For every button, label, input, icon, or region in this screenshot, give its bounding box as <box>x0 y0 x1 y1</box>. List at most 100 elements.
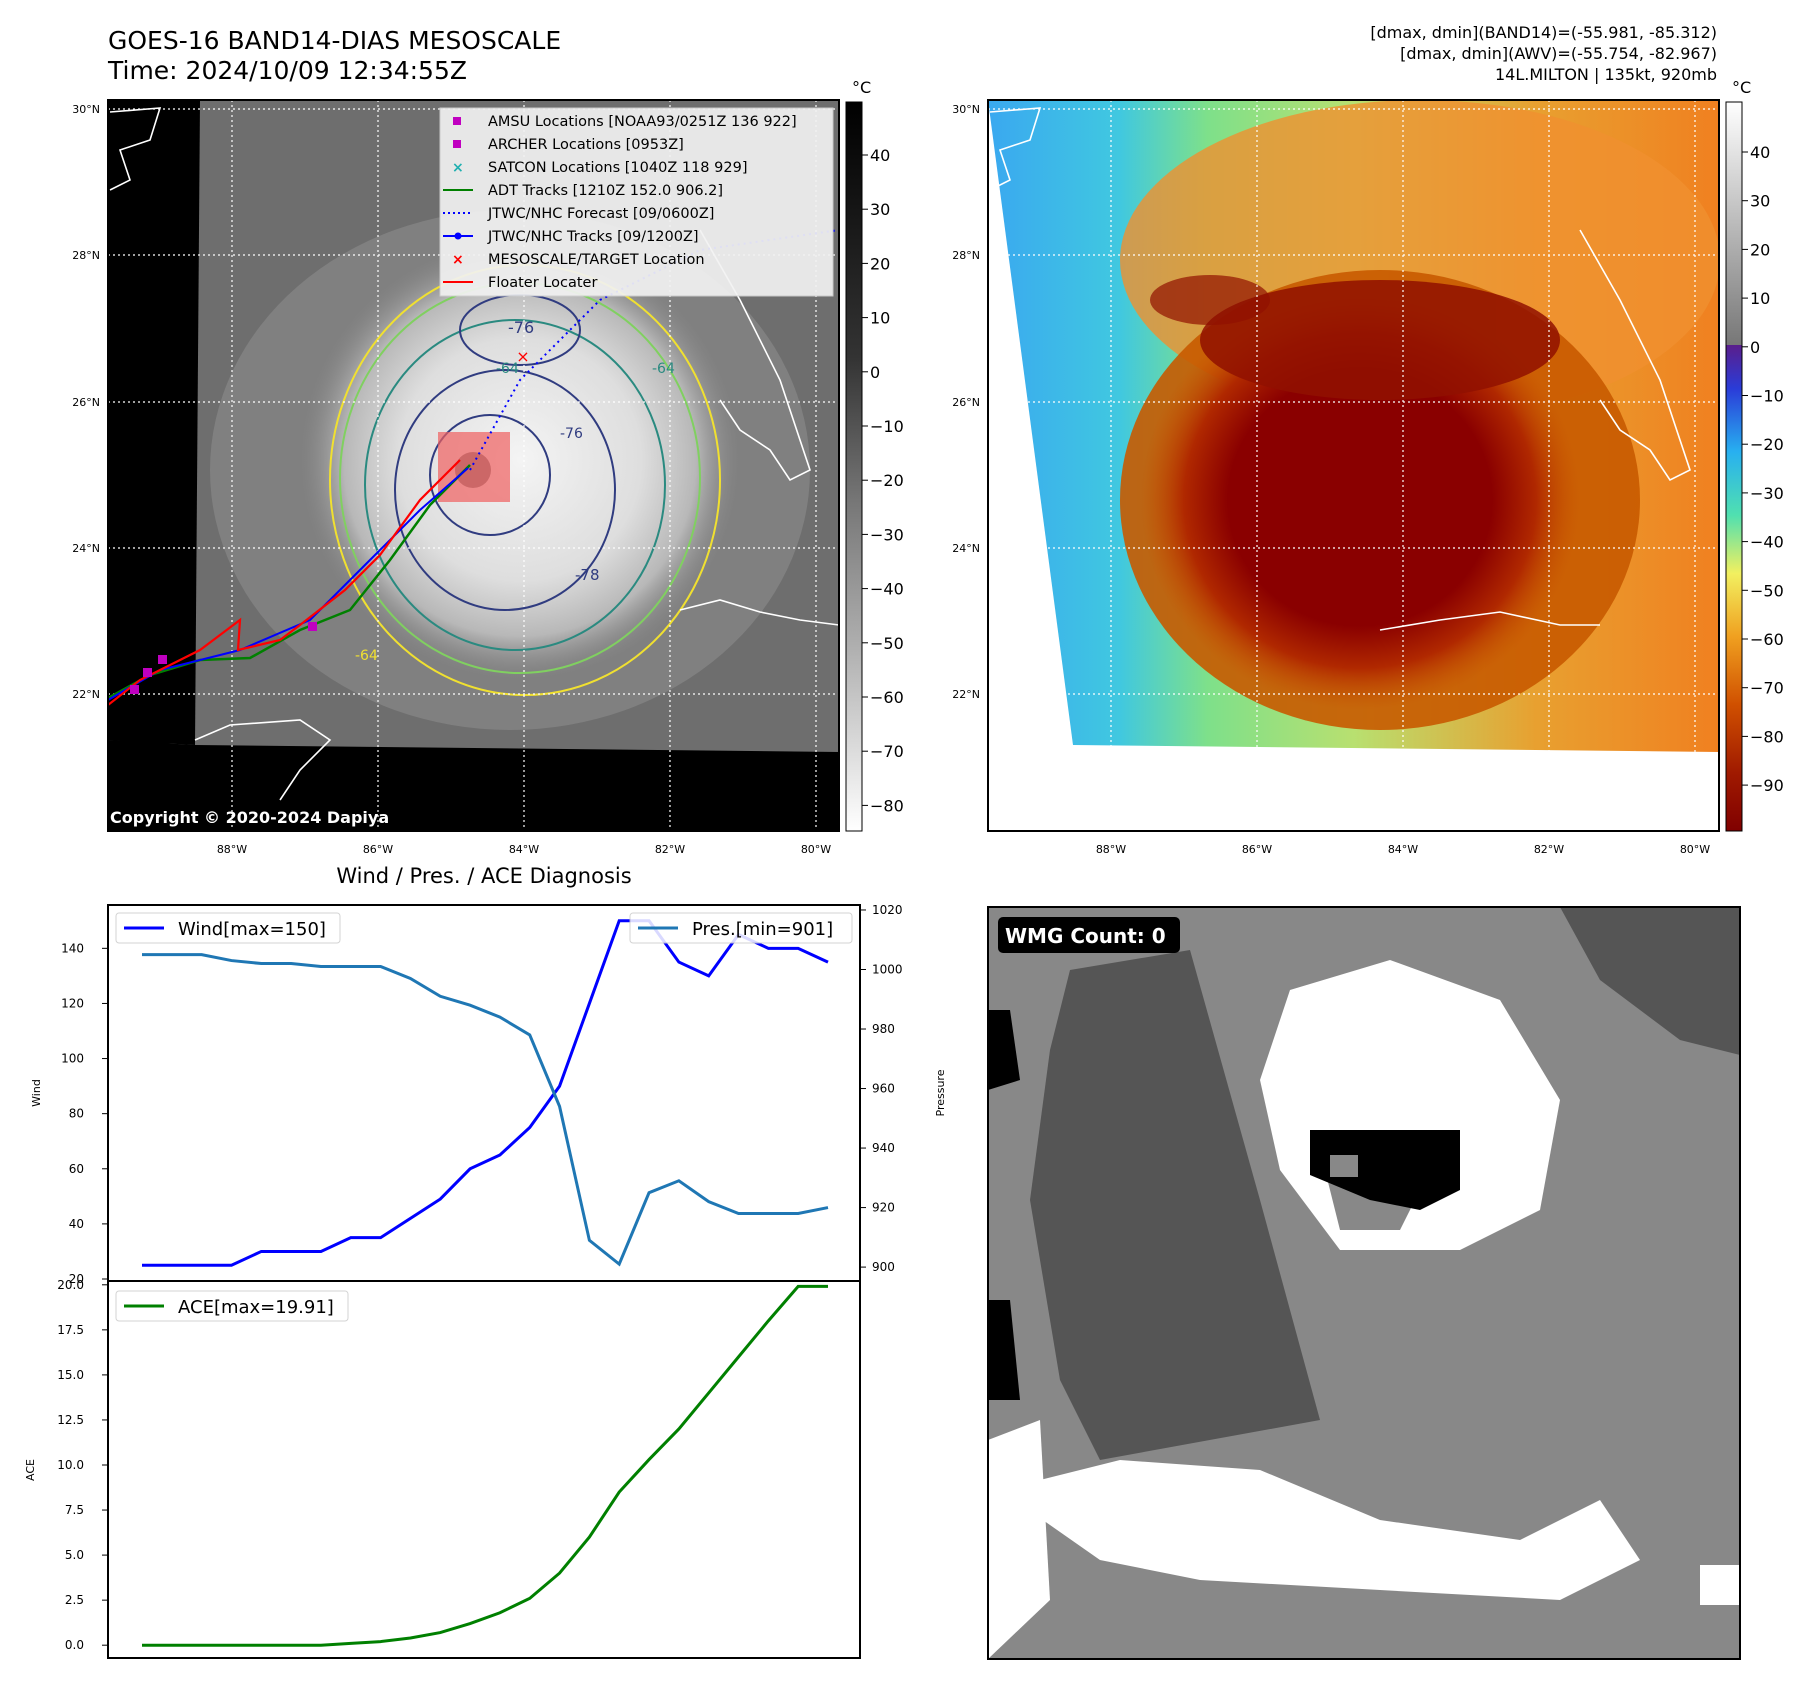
ace-tick-label: 5.0 <box>65 1548 84 1562</box>
colorbar-tick-label: −10 <box>870 417 904 436</box>
wind-legend: Wind[max=150] <box>178 919 326 940</box>
wind-tick-label: 80 <box>69 1107 84 1121</box>
wind-tick-label: 140 <box>61 941 84 955</box>
colorbar-tick-label: −80 <box>870 796 904 815</box>
colorbar-tick-label: 30 <box>870 200 890 219</box>
contour-label: -76 <box>508 318 534 337</box>
svg-text:×: × <box>452 160 464 176</box>
colorbar-tick-label: 10 <box>1750 289 1770 308</box>
wind-tick-label: 120 <box>61 996 84 1010</box>
ace-tick-label: 20.0 <box>57 1278 84 1292</box>
lon-label: 88°W <box>217 843 247 856</box>
contour-label: -76 <box>560 426 583 442</box>
lat-label: 26°N <box>72 396 100 409</box>
pressure-series-line <box>142 953 829 1267</box>
colorbar-tick-label: −80 <box>1750 727 1784 746</box>
colorbar-tick-label: 0 <box>1750 338 1760 357</box>
figure-title: GOES-16 BAND14-DIAS MESOSCALE Time: 2024… <box>108 26 561 86</box>
ace-legend: ACE[max=19.91] <box>178 1297 334 1318</box>
lon-label: 86°W <box>1242 843 1272 856</box>
ir-colorbar: °C 40 30 20 10 0 −10 −20 −30 −40 −50 −60 −70 −80 <box>845 78 904 832</box>
lat-label: 24°N <box>952 542 980 555</box>
pressure-axis-label: Pressure <box>934 1069 947 1116</box>
lat-label: 22°N <box>72 688 100 701</box>
colorbar-tick-label: 20 <box>1750 240 1770 259</box>
lat-label: 22°N <box>952 688 980 701</box>
lat-label: 26°N <box>952 396 980 409</box>
legend-label: AMSU Locations [NOAA93/0251Z 136 922] <box>488 114 797 130</box>
ir-legend: AMSU Locations [NOAA93/0251Z 136 922] AR… <box>439 107 834 297</box>
wmg-count-label: WMG Count: 0 <box>1005 924 1166 948</box>
ace-tick-label: 15.0 <box>57 1368 84 1382</box>
pressure-tick-label: 1020 <box>872 903 903 917</box>
wind-tick-label: 100 <box>61 1052 84 1066</box>
colorbar-tick-label: −20 <box>870 471 904 490</box>
title-line-2: Time: 2024/10/09 12:34:55Z <box>108 56 467 85</box>
colorbar-unit: °C <box>1732 78 1751 97</box>
lat-label: 28°N <box>72 249 100 262</box>
lat-label: 24°N <box>72 542 100 555</box>
lon-label: 80°W <box>1680 843 1710 856</box>
title-line-1: GOES-16 BAND14-DIAS MESOSCALE <box>108 26 562 55</box>
legend-label: MESOSCALE/TARGET Location <box>488 252 705 268</box>
colorbar-tick-label: −90 <box>1750 776 1784 795</box>
pressure-tick-label: 940 <box>872 1141 895 1155</box>
wind-series-line <box>142 919 829 1267</box>
colorbar-tick-label: −10 <box>1750 387 1784 406</box>
colorbar-tick-label: −40 <box>870 580 904 599</box>
colorbar-tick-label: 10 <box>870 309 890 328</box>
wind-tick-label: 40 <box>69 1217 84 1231</box>
legend-label: ADT Tracks [1210Z 152.0 906.2] <box>488 183 723 199</box>
lat-label: 30°N <box>72 103 100 116</box>
pressure-tick-label: 1000 <box>872 962 903 976</box>
pressure-tick-label: 980 <box>872 1022 895 1036</box>
pressure-tick-label: 920 <box>872 1201 895 1215</box>
colorbar-tick-label: 20 <box>870 254 890 273</box>
lon-label: 86°W <box>363 843 393 856</box>
colorbar-tick-label: 0 <box>870 363 880 382</box>
wmg-panel: WMG Count: 0 <box>987 906 1741 1660</box>
colorbar-tick-label: −50 <box>870 634 904 653</box>
colorbar-tick-label: 40 <box>1750 143 1770 162</box>
contour-label: -78 <box>575 566 600 584</box>
legend-label: JTWC/NHC Forecast [09/0600Z] <box>487 206 714 222</box>
ace-tick-label: 0.0 <box>65 1638 84 1652</box>
colorbar-tick-label: −50 <box>1750 581 1784 600</box>
meta-line-2: [dmax, dmin](AWV)=(-55.754, -82.967) <box>1400 44 1717 63</box>
colorbar-tick-label: 30 <box>1750 192 1770 211</box>
legend-label: Floater Locater <box>488 275 597 291</box>
copyright-text: Copyright © 2020-2024 Dapiya <box>110 808 389 827</box>
storm-metadata: [dmax, dmin](BAND14)=(-55.981, -85.312) … <box>1370 22 1717 85</box>
svg-text:×: × <box>452 252 464 268</box>
meta-line-3: 14L.MILTON | 135kt, 920mb <box>1494 65 1717 84</box>
legend-label: ARCHER Locations [0953Z] <box>488 137 684 153</box>
meta-line-1: [dmax, dmin](BAND14)=(-55.981, -85.312) <box>1370 23 1717 42</box>
pressure-legend: Pres.[min=901] <box>692 919 833 940</box>
pressure-tick-label: 900 <box>872 1260 895 1274</box>
wind-tick-label: 60 <box>69 1162 84 1176</box>
colorbar-tick-label: −60 <box>870 688 904 707</box>
colorbar-tick-label: −70 <box>870 742 904 761</box>
legend-label: JTWC/NHC Tracks [09/1200Z] <box>487 229 699 245</box>
colorbar-tick-label: −30 <box>1750 484 1784 503</box>
ace-tick-label: 17.5 <box>57 1323 84 1337</box>
lat-label: 28°N <box>952 249 980 262</box>
svg-text:×: × <box>516 347 529 366</box>
lon-label: 82°W <box>1534 843 1564 856</box>
wind-tick-label: 20 <box>69 1272 84 1286</box>
ace-tick-label: 7.5 <box>65 1503 84 1517</box>
ace-series-line <box>142 1284 828 1647</box>
contour-label: -64 <box>496 361 519 377</box>
colorbar-tick-label: −40 <box>1750 533 1784 552</box>
lat-label: 30°N <box>952 103 980 116</box>
ace-axis-label: ACE <box>24 1459 37 1481</box>
colorbar-tick-label: −70 <box>1750 679 1784 698</box>
colorbar-unit: °C <box>852 78 871 97</box>
colorbar-tick-label: −20 <box>1750 435 1784 454</box>
diagnosis-title: Wind / Pres. / ACE Diagnosis <box>336 864 632 888</box>
contour-label: -64 <box>355 648 378 664</box>
contour-label: -64 <box>652 361 675 377</box>
ace-tick-label: 12.5 <box>57 1413 84 1427</box>
lon-label: 80°W <box>801 843 831 856</box>
